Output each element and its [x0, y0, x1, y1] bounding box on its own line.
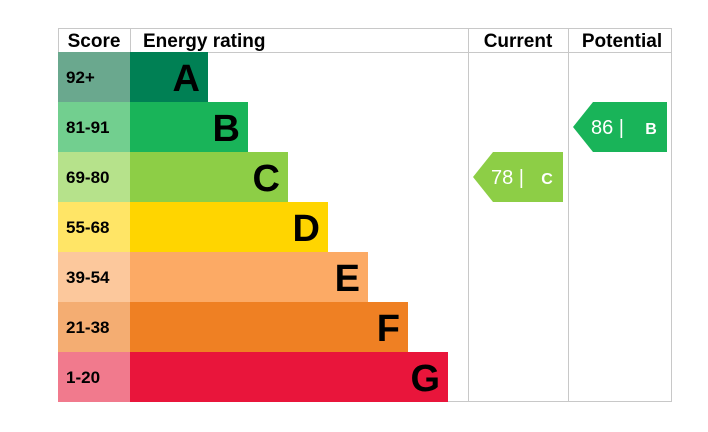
band-letter: B [213, 108, 240, 150]
band-bar-d [130, 202, 328, 252]
potential-rating-arrow-shape [573, 102, 667, 152]
score-range-label: 1-20 [66, 368, 100, 387]
potential-rating-arrow: 86 | B [573, 102, 667, 152]
band-bar-f [130, 302, 408, 352]
band-bar-c [130, 152, 288, 202]
score-cell [58, 352, 130, 402]
band-row-e: 39-54 E [58, 252, 368, 302]
band-letter: F [377, 308, 400, 350]
rating-bands: 92+ A 81-91 B 69-80 C 55-68 D 39-54 E 21-38 F 1-20 G [58, 52, 448, 402]
score-cell [58, 52, 130, 102]
band-letter: G [410, 358, 440, 400]
current-rating-arrow-letter: C [541, 171, 553, 188]
current-rating-arrow: 78 | C [473, 152, 563, 202]
band-row-a: 92+ A [58, 52, 208, 102]
band-row-g: 1-20 G [58, 352, 448, 402]
score-cell [58, 102, 130, 152]
score-range-label: 39-54 [66, 268, 110, 287]
potential-rating-arrow-value: 86 | [591, 117, 624, 139]
band-bar-a [130, 52, 208, 102]
band-letter: C [253, 158, 280, 200]
band-bar-g [130, 352, 448, 402]
score-cell [58, 202, 130, 252]
potential-header: Potential [582, 31, 662, 52]
score-range-label: 81-91 [66, 118, 109, 137]
table-headers: Score Energy rating Current Potential [68, 31, 663, 52]
score-range-label: 92+ [66, 68, 95, 87]
rating-arrows: 78 | C 86 | B [473, 102, 667, 202]
score-cell [58, 252, 130, 302]
score-range-label: 69-80 [66, 168, 109, 187]
band-row-b: 81-91 B [58, 102, 248, 152]
band-bar-e [130, 252, 368, 302]
potential-rating-arrow-letter: B [645, 121, 657, 138]
energy-rating-header: Energy rating [143, 31, 265, 52]
band-letter: E [335, 258, 360, 300]
band-letter: A [173, 58, 200, 100]
band-row-f: 21-38 F [58, 302, 408, 352]
score-cell [58, 152, 130, 202]
score-range-label: 21-38 [66, 318, 109, 337]
score-cell [58, 302, 130, 352]
score-header: Score [68, 31, 121, 52]
band-row-c: 69-80 C [58, 152, 288, 202]
current-rating-arrow-value: 78 | [491, 167, 524, 189]
band-row-d: 55-68 D [58, 202, 328, 252]
current-rating-arrow-shape [473, 152, 563, 202]
current-header: Current [484, 31, 553, 52]
score-range-label: 55-68 [66, 218, 109, 237]
band-letter: D [293, 208, 320, 250]
band-bar-b [130, 102, 248, 152]
